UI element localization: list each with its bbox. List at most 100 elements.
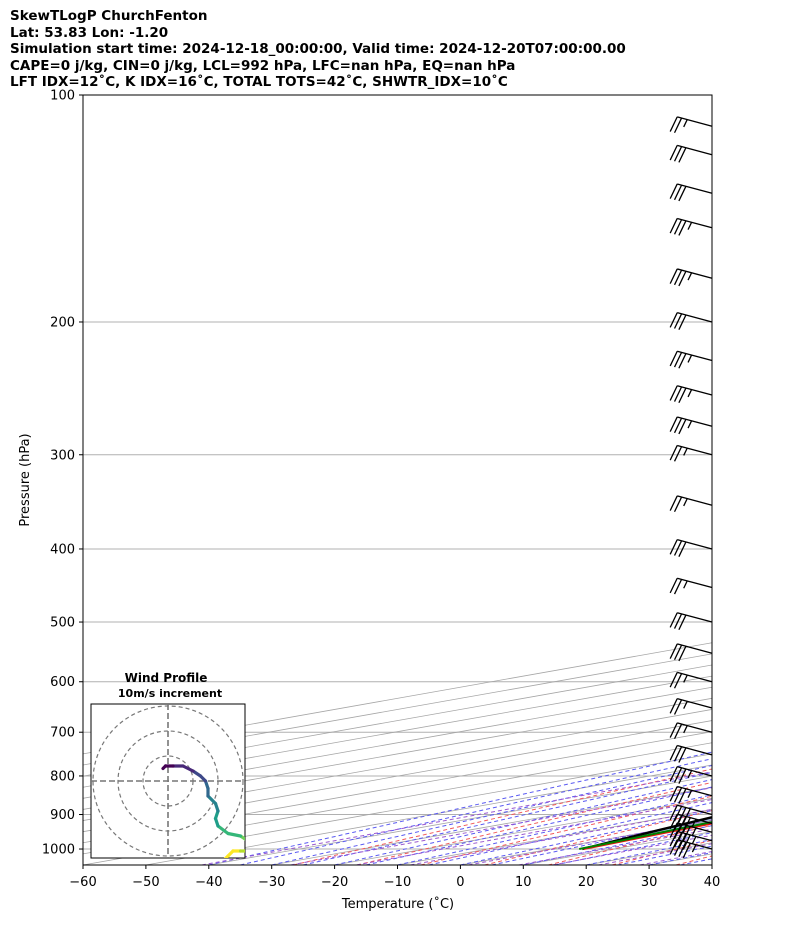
wind-barb-half-flag <box>687 770 693 779</box>
wind-barb-half-flag <box>687 222 693 230</box>
wind-barb-flag <box>669 495 678 511</box>
wind-barb-flag <box>678 270 687 287</box>
wind-barb-staff <box>677 183 713 194</box>
wind-barb <box>669 804 713 824</box>
wind-barb-staff <box>677 643 713 654</box>
wind-barb-flag <box>682 842 691 859</box>
wind-barb-staff <box>677 268 713 279</box>
moist-adiabat-line <box>334 779 712 865</box>
wind-barb-flag <box>673 417 683 434</box>
wind-barb-flag <box>678 788 687 804</box>
wind-barb-staff <box>677 822 713 833</box>
wind-barb-flag <box>669 577 678 594</box>
wind-barb-flag <box>669 612 678 628</box>
moist-adiabat-line <box>649 852 712 865</box>
mixing-ratio-line <box>468 819 712 865</box>
wind-barb-flag <box>678 186 687 202</box>
wind-barb-flag <box>669 643 678 659</box>
wind-barb-flag <box>673 644 683 661</box>
x-tick-label: 30 <box>641 875 658 890</box>
wind-barb-flag <box>673 446 683 462</box>
wind-barb <box>669 183 713 202</box>
wind-barb-flag <box>673 723 683 740</box>
wind-barb-flag <box>678 807 687 823</box>
wind-barb-flag <box>673 832 683 848</box>
wind-barb-staff <box>677 830 713 842</box>
wind-barb-flag <box>673 787 683 803</box>
time-line: Simulation start time: 2024-12-18_00:00:… <box>10 41 626 57</box>
wind-barb-staff <box>677 722 713 733</box>
wind-barb-staff <box>677 577 713 589</box>
wind-barb <box>669 830 713 850</box>
moist-adiabat-line <box>711 864 712 865</box>
wind-barb <box>669 416 713 435</box>
x-tick-label: −60 <box>69 875 96 890</box>
isotherm-line <box>523 831 712 865</box>
wind-barb-half-flag <box>687 272 693 281</box>
isotherm-line <box>397 809 712 865</box>
wind-barb-half-flag <box>683 580 688 589</box>
x-tick-label: −50 <box>132 875 159 890</box>
wind-barb-flag <box>669 350 678 367</box>
wind-barb-flag <box>678 220 687 236</box>
indices-line: LFT IDX=12˚C, K IDX=16˚C, TOTAL TOTS=42˚… <box>10 74 508 90</box>
wind-barb <box>669 495 713 513</box>
wind-barb-staff <box>677 312 713 323</box>
wind-barb <box>669 671 713 689</box>
y-tick-label: 900 <box>50 808 75 823</box>
isotherm-line <box>83 686 712 799</box>
wind-barb-flag <box>669 416 678 432</box>
y-tick-label: 1000 <box>42 843 75 858</box>
moist-adiabat-line <box>365 786 712 865</box>
wind-barb-flag <box>678 841 687 857</box>
y-tick-label: 400 <box>50 542 75 557</box>
wind-barb-half-flag <box>683 674 688 683</box>
wind-barb-half-flag <box>691 844 697 853</box>
wind-barb-staff <box>677 539 713 550</box>
wind-barb-flag <box>669 786 678 802</box>
wind-barb-half-flag <box>683 701 688 709</box>
y-tick-label: 300 <box>50 448 75 463</box>
wind-barb-flag <box>682 808 691 824</box>
wind-barb <box>669 539 713 557</box>
wind-barb <box>669 643 713 662</box>
wind-barb-staff <box>677 385 713 396</box>
wind-barb-staff <box>677 350 713 362</box>
wind-barb-flag <box>673 806 683 822</box>
isotherm-line <box>271 786 712 865</box>
x-tick-label: −10 <box>384 875 411 890</box>
wind-barb-flag <box>678 645 687 662</box>
hodograph-segment <box>161 764 168 771</box>
wind-barb <box>669 577 713 595</box>
wind-barb-flag <box>673 767 683 783</box>
wind-barb-flag <box>669 698 678 714</box>
isotherm-line <box>334 797 712 865</box>
wind-barb-flag <box>678 418 687 435</box>
x-tick-label: −20 <box>321 875 348 890</box>
wind-barb-flag <box>678 147 687 163</box>
dry-adiabat-line <box>611 839 712 865</box>
wind-barb-half-flag <box>687 420 693 429</box>
wind-barb-flag <box>669 385 678 401</box>
wind-barb-flag <box>678 353 687 369</box>
cape-line: CAPE=0 j/kg, CIN=0 j/kg, LCL=992 hPa, LF… <box>10 57 516 74</box>
wind-barb-flag <box>673 117 683 134</box>
wind-barb <box>669 444 713 462</box>
hodograph-segment <box>226 831 243 838</box>
isotherm-line <box>83 731 712 844</box>
hodograph-segment <box>181 764 195 773</box>
isotherm-line <box>83 675 712 788</box>
y-tick-label: 600 <box>50 675 75 690</box>
wind-barb-flag <box>669 839 678 855</box>
wind-barb-staff <box>677 766 713 777</box>
wind-barb-flag <box>673 613 683 629</box>
wind-barb-flag <box>669 672 678 688</box>
wind-barb-half-flag <box>691 827 697 836</box>
wind-barb <box>669 268 713 287</box>
wind-barb-flag <box>673 269 683 286</box>
wind-barb <box>669 839 713 859</box>
wind-barb-flag <box>669 722 678 738</box>
wind-barb <box>669 612 713 631</box>
wind-barb <box>669 785 713 804</box>
y-tick-label: 700 <box>50 726 75 741</box>
